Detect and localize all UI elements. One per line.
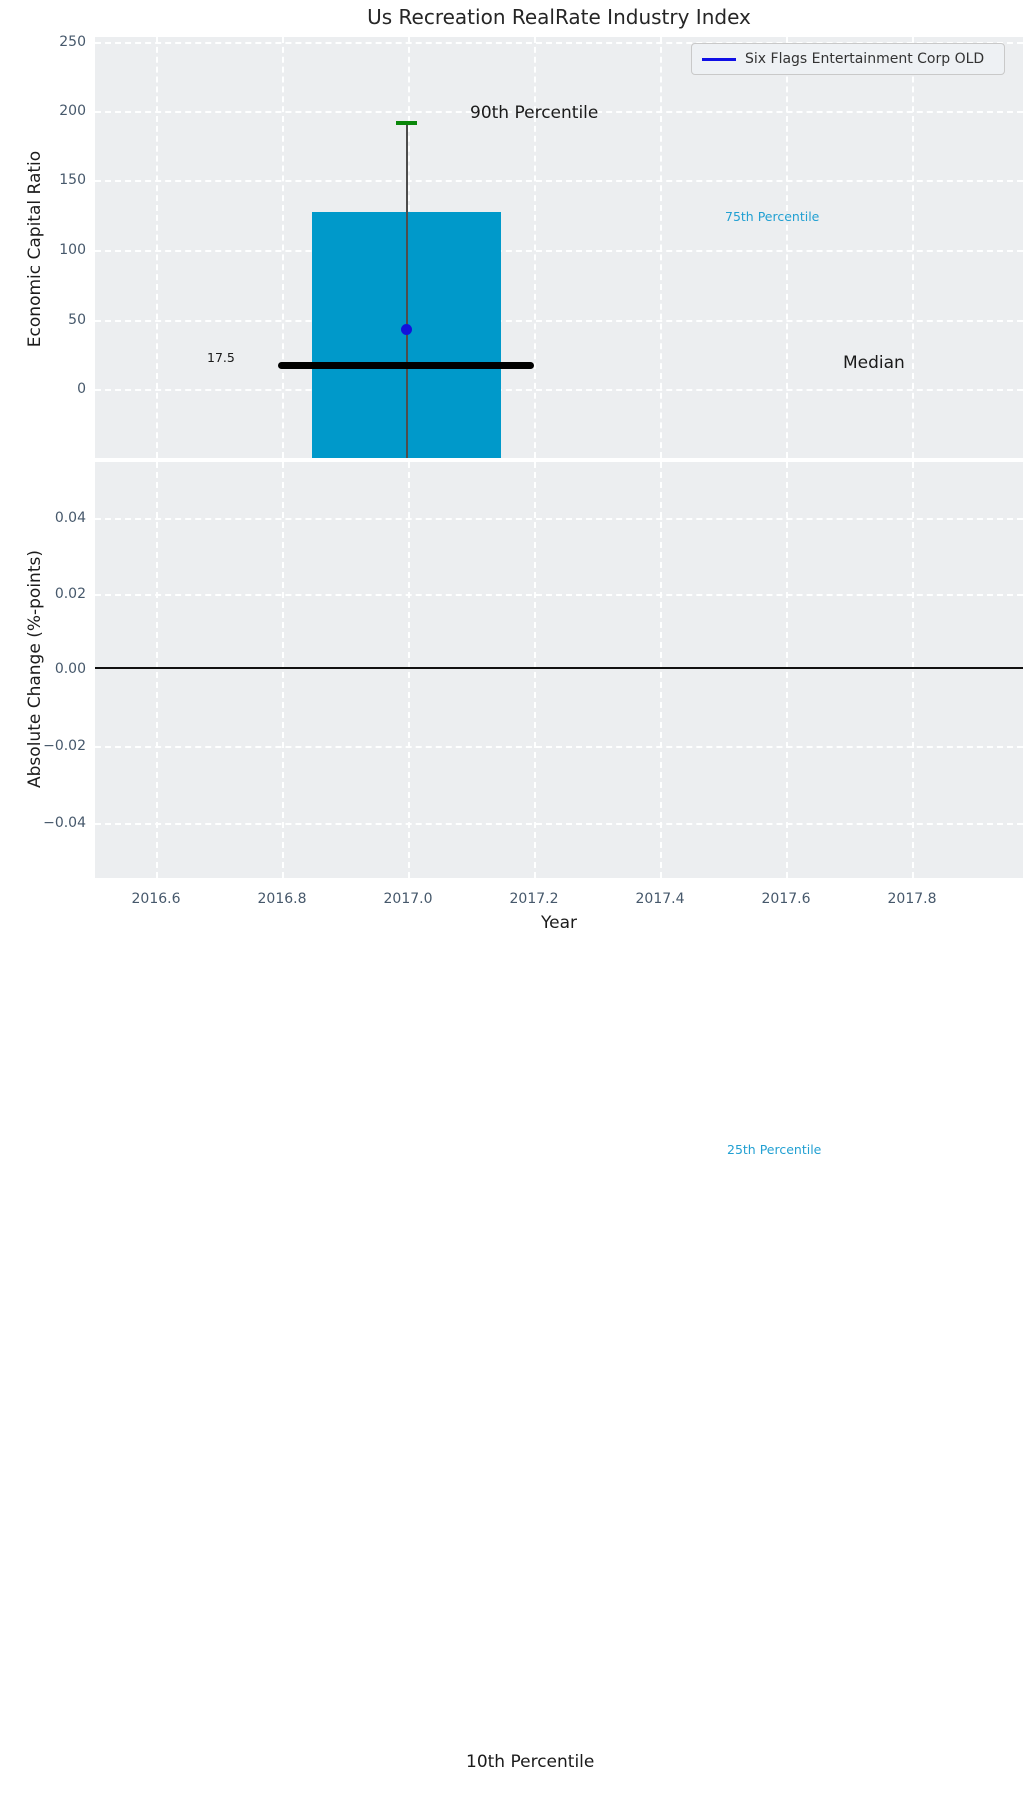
gridline: [95, 518, 1023, 520]
p90-whisker-cap: [396, 121, 417, 125]
gridline: [95, 746, 1023, 748]
x-tick-label: 2017.0: [383, 891, 433, 907]
company-marker-dot: [401, 324, 412, 335]
y-tick-label: 0: [77, 381, 86, 397]
gridline: [95, 594, 1023, 596]
gridline: [95, 111, 1023, 113]
median-line: [278, 362, 534, 369]
axes-economic-capital-ratio: [95, 37, 1023, 458]
x-tick-label: 2016.8: [257, 891, 307, 907]
x-tick-label: 2017.4: [635, 891, 685, 907]
gridline: [786, 462, 788, 878]
annotation-75th-percentile: 75th Percentile: [725, 209, 820, 224]
y-tick-label: 200: [59, 103, 86, 119]
zero-line: [95, 667, 1023, 669]
gridline: [95, 320, 1023, 322]
gridline: [660, 37, 662, 458]
gridline: [912, 462, 914, 878]
legend-label: Six Flags Entertainment Corp OLD: [745, 51, 985, 67]
gridline: [534, 37, 536, 458]
legend-box: Six Flags Entertainment Corp OLD: [691, 43, 1005, 75]
x-tick-label: 2017.8: [887, 891, 937, 907]
axes-absolute-change: [95, 462, 1023, 878]
y-tick-label: 0.02: [54, 586, 86, 602]
x-axis-label: Year: [541, 913, 577, 933]
y-tick-label: 250: [59, 34, 86, 50]
y-tick-label: −0.02: [43, 738, 86, 754]
gridline: [156, 462, 158, 878]
x-tick-label: 2017.2: [509, 891, 559, 907]
annotation-25th-percentile: 25th Percentile: [727, 1142, 822, 1157]
y-axis-label-bottom: Absolute Change (%-points): [25, 550, 45, 788]
annotation-median: Median: [843, 353, 905, 373]
gridline: [282, 37, 284, 458]
gridline: [95, 389, 1023, 391]
x-tick-label: 2016.6: [131, 891, 181, 907]
whisker-line: [406, 124, 408, 458]
chart-title: Us Recreation RealRate Industry Index: [367, 5, 751, 29]
gridline: [156, 37, 158, 458]
annotation-90th-percentile: 90th Percentile: [470, 103, 599, 123]
gridline: [912, 37, 914, 458]
y-tick-label: 150: [59, 172, 86, 188]
x-tick-label: 2017.6: [761, 891, 811, 907]
gridline: [534, 462, 536, 878]
gridline: [282, 462, 284, 878]
gridline: [95, 250, 1023, 252]
annotation-median-value: 17.5: [207, 350, 235, 365]
y-tick-label: −0.04: [43, 815, 86, 831]
y-tick-label: 0.00: [54, 661, 86, 677]
gridline: [660, 462, 662, 878]
y-tick-label: 0.04: [54, 510, 86, 526]
y-axis-label-top: Economic Capital Ratio: [25, 150, 45, 348]
gridline: [786, 37, 788, 458]
gridline: [95, 823, 1023, 825]
gridline: [95, 42, 1023, 44]
annotation-10th-percentile: 10th Percentile: [466, 1752, 595, 1772]
legend-line-swatch: [702, 57, 736, 61]
y-tick-label: 50: [68, 312, 86, 328]
gridline: [95, 180, 1023, 182]
gridline: [408, 462, 410, 878]
y-tick-label: 100: [59, 242, 86, 258]
